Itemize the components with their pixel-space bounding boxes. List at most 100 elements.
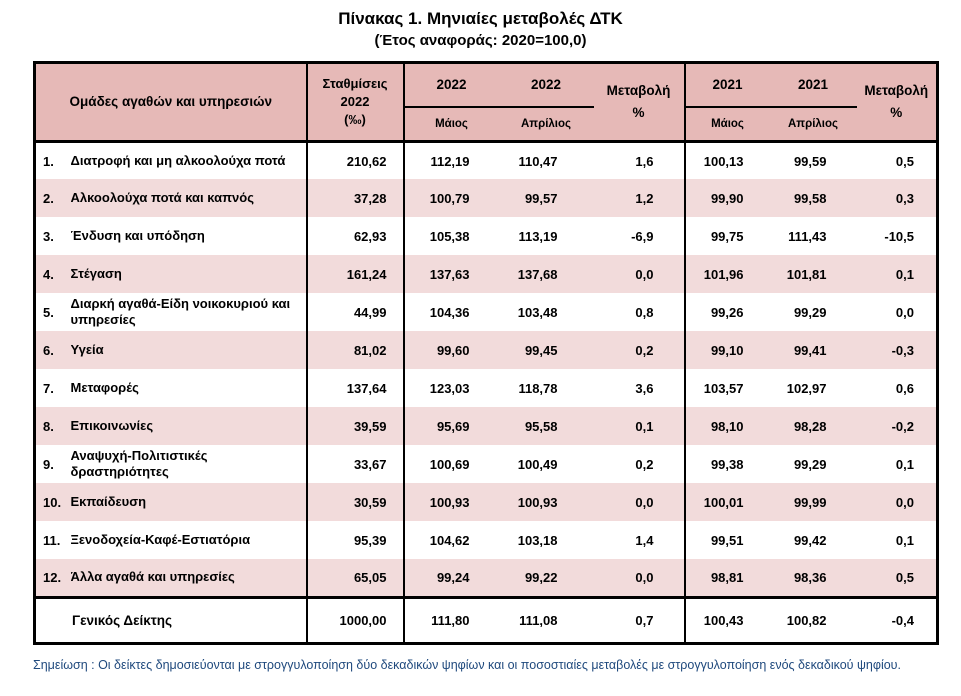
- header-year-2022-april: 2022: [498, 62, 594, 108]
- row-index-2021-may: 100,13: [683, 141, 770, 180]
- header-year-2021-april: 2021: [769, 62, 857, 108]
- row-index-2022-april: 99,22: [498, 559, 594, 598]
- row-label: Αναψυχή-Πολιτιστικές δραστηριότητες: [70, 448, 208, 480]
- row-change-2022: 3,6: [593, 369, 686, 408]
- row-index-2022-april: 103,18: [517, 532, 558, 548]
- row-change-2022: 0,0: [593, 255, 686, 294]
- table-footer: Γενικός Δείκτης 1000,00 111,80 111,08 0,…: [34, 597, 938, 644]
- row-index-2022-may: 104,36: [402, 293, 499, 332]
- row-number: 3.: [43, 228, 54, 244]
- row-index-2022-may: 100,69: [402, 445, 499, 484]
- header-month-april-2021: Απρίλιος: [769, 106, 857, 142]
- row-index-2021-may: 101,96: [683, 255, 770, 294]
- row-label: Ένδυση και υπόδηση: [70, 228, 205, 244]
- row-change-2021: 0,5: [856, 559, 938, 598]
- row-number: 7.: [43, 380, 54, 396]
- table-row: 11. Ξενοδοχεία-Καφέ-Εστιατόρια 95,39 104…: [35, 521, 938, 560]
- header-change-label: Μεταβολή: [864, 83, 929, 99]
- table-row: 2. Αλκοολούχα ποτά και καπνός 37,28 100,…: [34, 179, 938, 218]
- header-change-percent: %: [890, 104, 903, 120]
- row-number: 4.: [34, 255, 71, 294]
- row-index-2021-may: 99,10: [683, 331, 770, 370]
- row-number: 8.: [34, 407, 71, 446]
- row-number: 1.: [43, 153, 54, 169]
- row-index-2022-may: 105,38: [402, 217, 499, 256]
- row-label: Άλλα αγαθά και υπηρεσίες: [70, 559, 307, 598]
- row-index-2022-may: 123,03: [402, 369, 499, 408]
- row-weight: 62,93: [305, 217, 405, 256]
- header-weights-line2: 2022: [340, 93, 370, 109]
- header-year-2021-may: 2021: [683, 62, 770, 108]
- row-weight: 161,24: [305, 255, 405, 294]
- table-row: 9. Αναψυχή-Πολιτιστικές δραστηριότητες 3…: [35, 445, 938, 484]
- header-weights: Σταθμίσεις 2022 (‰): [305, 62, 405, 142]
- row-number: 11.: [43, 532, 61, 548]
- row-index-2021-april: 99,99: [769, 483, 857, 522]
- table-row: 8. Επικοινωνίες 39,59 95,69 95,58 0,1 98…: [34, 407, 938, 446]
- row-change-2021: -10,5: [884, 228, 914, 244]
- row-index-2021-april: 99,59: [793, 153, 827, 169]
- row-index-2021-april: 98,28: [769, 407, 857, 446]
- row-index-2021-may: 103,57: [683, 369, 770, 408]
- row-index-2022-april: 99,45: [498, 331, 594, 370]
- row-change-2022: 0,2: [593, 445, 686, 484]
- row-index-2022-may: 100,93: [402, 483, 499, 522]
- row-change-2021: 0,1: [895, 532, 914, 548]
- general-index-change-2021: -0,4: [856, 597, 938, 644]
- row-weight: 210,62: [305, 141, 405, 180]
- row-change-2022: 0,2: [593, 331, 686, 370]
- row-change-2021: 0,1: [895, 456, 914, 472]
- header-month-may-2022: Μάιος: [402, 106, 499, 142]
- footnote: Σημείωση : Οι δείκτες δημοσιεύονται με σ…: [33, 657, 901, 672]
- row-index-2021-may: 99,51: [683, 521, 770, 560]
- row-index-2022-may: 112,19: [402, 141, 499, 180]
- row-weight: 37,28: [305, 179, 405, 218]
- row-index-2021-may: 98,10: [683, 407, 770, 446]
- row-index-2021-may: 99,26: [683, 293, 770, 332]
- row-index-2022-may: 95,69: [402, 407, 499, 446]
- header-change-label: Μεταβολή: [606, 83, 671, 99]
- row-label: Επικοινωνίες: [70, 407, 307, 446]
- row-index-2021-april: 102,97: [786, 380, 827, 396]
- row-index-2021-april: 99,29: [793, 304, 827, 320]
- row-index-2021-may: 99,75: [683, 217, 770, 256]
- row-change-2021: -0,3: [856, 331, 938, 370]
- header-weights-line3: (‰): [344, 111, 366, 127]
- row-change-2022: 0,1: [593, 407, 686, 446]
- table-row: 7. Μεταφορές 137,64 123,03 118,78 3,6 10…: [35, 369, 938, 408]
- table-titles: Πίνακας 1. Μηνιαίες μεταβολές ΔΤΚ (Έτος …: [0, 0, 961, 51]
- general-index-2021-may: 100,43: [683, 597, 770, 644]
- row-index-2022-april: 110,47: [518, 153, 558, 169]
- table-body: 1. Διατροφή και μη αλκοολούχα ποτά 210,6…: [34, 141, 938, 598]
- header-month-may-2021: Μάιος: [683, 106, 770, 142]
- table-row: 5. Διαρκή αγαθά-Είδη νοικοκυριού και υπη…: [35, 293, 938, 332]
- row-index-2022-april: 95,58: [498, 407, 594, 446]
- row-label: Μεταφορές: [70, 380, 139, 396]
- row-change-2021: 0,1: [856, 255, 938, 294]
- row-index-2022-april: 99,57: [498, 179, 594, 218]
- row-index-2022-may: 137,63: [402, 255, 499, 294]
- row-number: 6.: [34, 331, 71, 370]
- row-label: Διαρκή αγαθά-Είδη νοικοκυριού και υπηρεσ…: [70, 296, 291, 328]
- row-index-2021-april: 99,58: [769, 179, 857, 218]
- header-change-2021: Μεταβολή %: [856, 62, 938, 142]
- row-index-2021-april: 99,42: [793, 532, 827, 548]
- row-index-2022-april: 137,68: [498, 255, 594, 294]
- row-label: Αλκοολούχα ποτά και καπνός: [70, 179, 307, 218]
- row-index-2021-may: 98,81: [683, 559, 770, 598]
- row-change-2022: -6,9: [593, 217, 686, 256]
- row-label: Διατροφή και μη αλκοολούχα ποτά: [70, 152, 286, 168]
- row-index-2022-april: 113,19: [518, 228, 558, 244]
- table-row: 1. Διατροφή και μη αλκοολούχα ποτά 210,6…: [35, 141, 938, 180]
- header-year-2022-may: 2022: [402, 62, 499, 108]
- row-weight: 95,39: [305, 521, 405, 560]
- row-change-2022: 1,4: [593, 521, 686, 560]
- row-index-2021-may: 100,01: [683, 483, 770, 522]
- row-index-2021-april: 111,43: [788, 228, 827, 244]
- general-index-2022-may: 111,80: [402, 597, 499, 644]
- row-change-2021: -0,2: [856, 407, 938, 446]
- row-index-2021-april: 99,29: [793, 456, 827, 472]
- row-index-2022-may: 104,62: [402, 521, 499, 560]
- header-month-april-2022: Απρίλιος: [498, 106, 594, 142]
